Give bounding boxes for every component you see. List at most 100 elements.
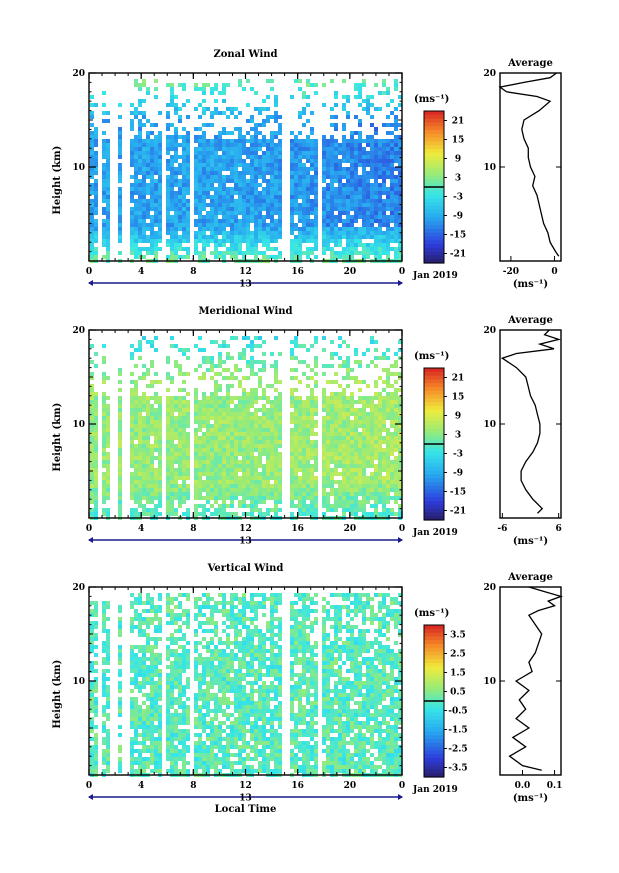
heatmap-cell [290,195,294,199]
heatmap-cell [302,183,306,187]
heatmap-cell [254,456,258,460]
heatmap-cell [150,484,154,488]
heatmap-cell [226,384,230,388]
heatmap-cell [118,372,122,376]
heatmap-cell [274,488,278,492]
heatmap-cell [246,235,250,239]
heatmap-cell [246,444,250,448]
heatmap-cell [290,175,294,179]
heatmap-cell [366,484,370,488]
heatmap-cell [254,211,258,215]
heatmap-cell [170,175,174,179]
heatmap-cell [186,159,190,163]
heatmap-cell [258,492,262,496]
heatmap-cell [226,416,230,420]
heatmap-cell [198,484,202,488]
heatmap-cell [394,432,398,436]
heatmap-cell [210,115,214,119]
heatmap-cell [382,183,386,187]
heatmap-cell [214,247,218,251]
heatmap-cell [270,207,274,211]
heatmap-cell [218,167,222,171]
heatmap-cell [346,227,350,231]
heatmap-cell [230,251,234,255]
heatmap-cell [310,231,314,235]
colorbar-segment [424,501,444,506]
heatmap-cell [146,368,150,372]
heatmap-cell [354,348,358,352]
heatmap-cell [266,155,270,159]
heatmap-cell [250,424,254,428]
heatmap-cell [102,356,106,360]
heatmap-cell [254,396,258,400]
heatmap-cell [230,476,234,480]
heatmap-cell [362,227,366,231]
heatmap-cell [386,223,390,227]
heatmap-cell [94,135,98,139]
heatmap-cell [246,231,250,235]
heatmap-cell [134,348,138,352]
heatmap-cell [258,432,262,436]
heatmap-cell [238,135,242,139]
heatmap-cell [142,191,146,195]
y-axis-label: Height (km) [52,146,63,215]
heatmap-cell [270,400,274,404]
heatmap-cell [166,227,170,231]
heatmap-cell [250,147,254,151]
heatmap-cell [266,400,270,404]
heatmap-cell [326,175,330,179]
heatmap-cell [106,231,110,235]
heatmap-cell [194,464,198,468]
heatmap-cell [290,404,294,408]
heatmap-cell [158,175,162,179]
heatmap-cell [222,163,226,167]
heatmap-cell [166,472,170,476]
heatmap-cell [386,476,390,480]
heatmap-cell [166,416,170,420]
heatmap-cell [106,484,110,488]
heatmap-cell [350,456,354,460]
heatmap-cell [338,163,342,167]
heatmap-cell [226,83,230,87]
heatmap-cell [302,203,306,207]
heatmap-cell [198,456,202,460]
heatmap-cell [254,432,258,436]
heatmap-cell [90,159,94,163]
heatmap-cell [210,87,214,91]
heatmap-cell [94,725,98,729]
heatmap-cell [358,131,362,135]
heatmap-cell [362,408,366,412]
heatmap-cell [306,480,310,484]
heatmap-cell [354,115,358,119]
heatmap-cell [246,103,250,107]
heatmap-cell [354,468,358,472]
heatmap-cell [326,440,330,444]
heatmap-cell [354,143,358,147]
heatmap-cell [182,203,186,207]
heatmap-cell [394,404,398,408]
heatmap-cell [330,219,334,223]
heatmap-cell [350,432,354,436]
heatmap-cell [314,508,318,512]
heatmap-cell [214,155,218,159]
heatmap-cell [194,476,198,480]
heatmap-cell [226,139,230,143]
heatmap-cell [238,488,242,492]
heatmap-cell [194,484,198,488]
heatmap-cell [302,139,306,143]
heatmap-cell [386,191,390,195]
heatmap-cell [158,211,162,215]
colorbar-segment [424,379,444,384]
heatmap-cell [394,472,398,476]
heatmap-cell [214,151,218,155]
heatmap-cell [278,203,282,207]
heatmap-cell [150,167,154,171]
heatmap-cell [294,223,298,227]
heatmap-cell [266,239,270,243]
heatmap-cell [154,476,158,480]
heatmap-cell [178,416,182,420]
heatmap-cell [174,111,178,115]
heatmap-cell [210,195,214,199]
heatmap-cells [90,593,402,777]
heatmap-cell [186,227,190,231]
